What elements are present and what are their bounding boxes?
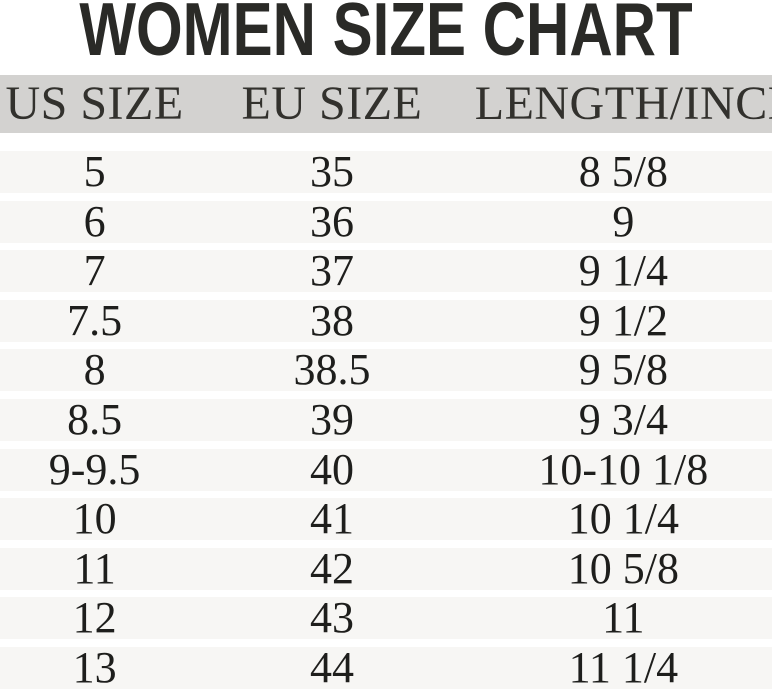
table-cell-us-size: 13 xyxy=(72,642,117,692)
table-cell-us-size: 6 xyxy=(83,196,106,246)
table-cell-length-inch: 9 1/4 xyxy=(578,246,668,296)
table-cell-us-size: 9-9.5 xyxy=(48,444,141,494)
table-cell-length-inch: 9 xyxy=(612,196,635,246)
table-cell-us-size: 5 xyxy=(83,147,106,196)
table-header-row: US SIZE EU SIZE LENGTH/INCH xyxy=(0,75,772,133)
table-cell-us-size: 8.5 xyxy=(67,394,123,444)
table-row: 12 43 11 xyxy=(0,593,772,643)
table-row: 8.5 39 9 3/4 xyxy=(0,394,772,444)
table-cell-us-size: 8 xyxy=(83,345,106,395)
table-row: 7.5 38 9 1/2 xyxy=(0,295,772,345)
size-table: US SIZE EU SIZE LENGTH/INCH 5 35 8 5/8 6… xyxy=(0,75,772,689)
table-cell-eu-size: 41 xyxy=(309,494,354,544)
table-cell-length-inch: 10 1/4 xyxy=(567,494,679,544)
table-row: 10 41 10 1/4 xyxy=(0,494,772,544)
table-cell-length-inch: 8 5/8 xyxy=(578,147,668,196)
table-row: 11 42 10 5/8 xyxy=(0,543,772,593)
table-body: 5 35 8 5/8 6 36 9 7 37 9 1/4 7.5 38 9 1/… xyxy=(0,147,772,692)
table-cell-us-size: 10 xyxy=(72,494,117,544)
table-cell-length-inch: 11 1/4 xyxy=(568,642,679,692)
table-cell-length-inch: 10 5/8 xyxy=(567,543,679,593)
table-row: 5 35 8 5/8 xyxy=(0,147,772,196)
table-cell-length-inch: 10-10 1/8 xyxy=(538,444,709,494)
table-row: 8 38.5 9 5/8 xyxy=(0,345,772,395)
table-cell-us-size: 12 xyxy=(72,593,117,643)
column-header-length-inch: LENGTH/INCH xyxy=(474,77,772,130)
table-row: 7 37 9 1/4 xyxy=(0,246,772,296)
table-cell-us-size: 7.5 xyxy=(67,295,123,345)
table-cell-length-inch: 9 3/4 xyxy=(578,394,668,444)
table-cell-eu-size: 38 xyxy=(309,295,354,345)
table-cell-eu-size: 35 xyxy=(309,147,354,196)
table-cell-eu-size: 39 xyxy=(309,394,354,444)
table-cell-eu-size: 37 xyxy=(309,246,354,296)
table-cell-us-size: 7 xyxy=(83,246,106,296)
table-cell-us-size: 11 xyxy=(73,543,116,593)
table-cell-length-inch: 11 xyxy=(602,593,645,643)
table-cell-eu-size: 44 xyxy=(309,642,354,692)
column-header-us-size: US SIZE xyxy=(5,77,184,130)
table-cell-length-inch: 9 5/8 xyxy=(578,345,668,395)
table-cell-eu-size: 43 xyxy=(309,593,354,643)
table-row: 6 36 9 xyxy=(0,196,772,246)
table-row: 9-9.5 40 10-10 1/8 xyxy=(0,444,772,494)
table-row: 13 44 11 1/4 xyxy=(0,642,772,692)
table-cell-eu-size: 40 xyxy=(309,444,354,494)
table-cell-eu-size: 42 xyxy=(309,543,354,593)
table-cell-eu-size: 36 xyxy=(309,196,354,246)
column-header-eu-size: EU SIZE xyxy=(241,77,423,130)
table-cell-eu-size: 38.5 xyxy=(293,345,371,395)
table-cell-length-inch: 9 1/2 xyxy=(578,295,668,345)
page-title: WOMEN SIZE CHART xyxy=(79,0,693,71)
